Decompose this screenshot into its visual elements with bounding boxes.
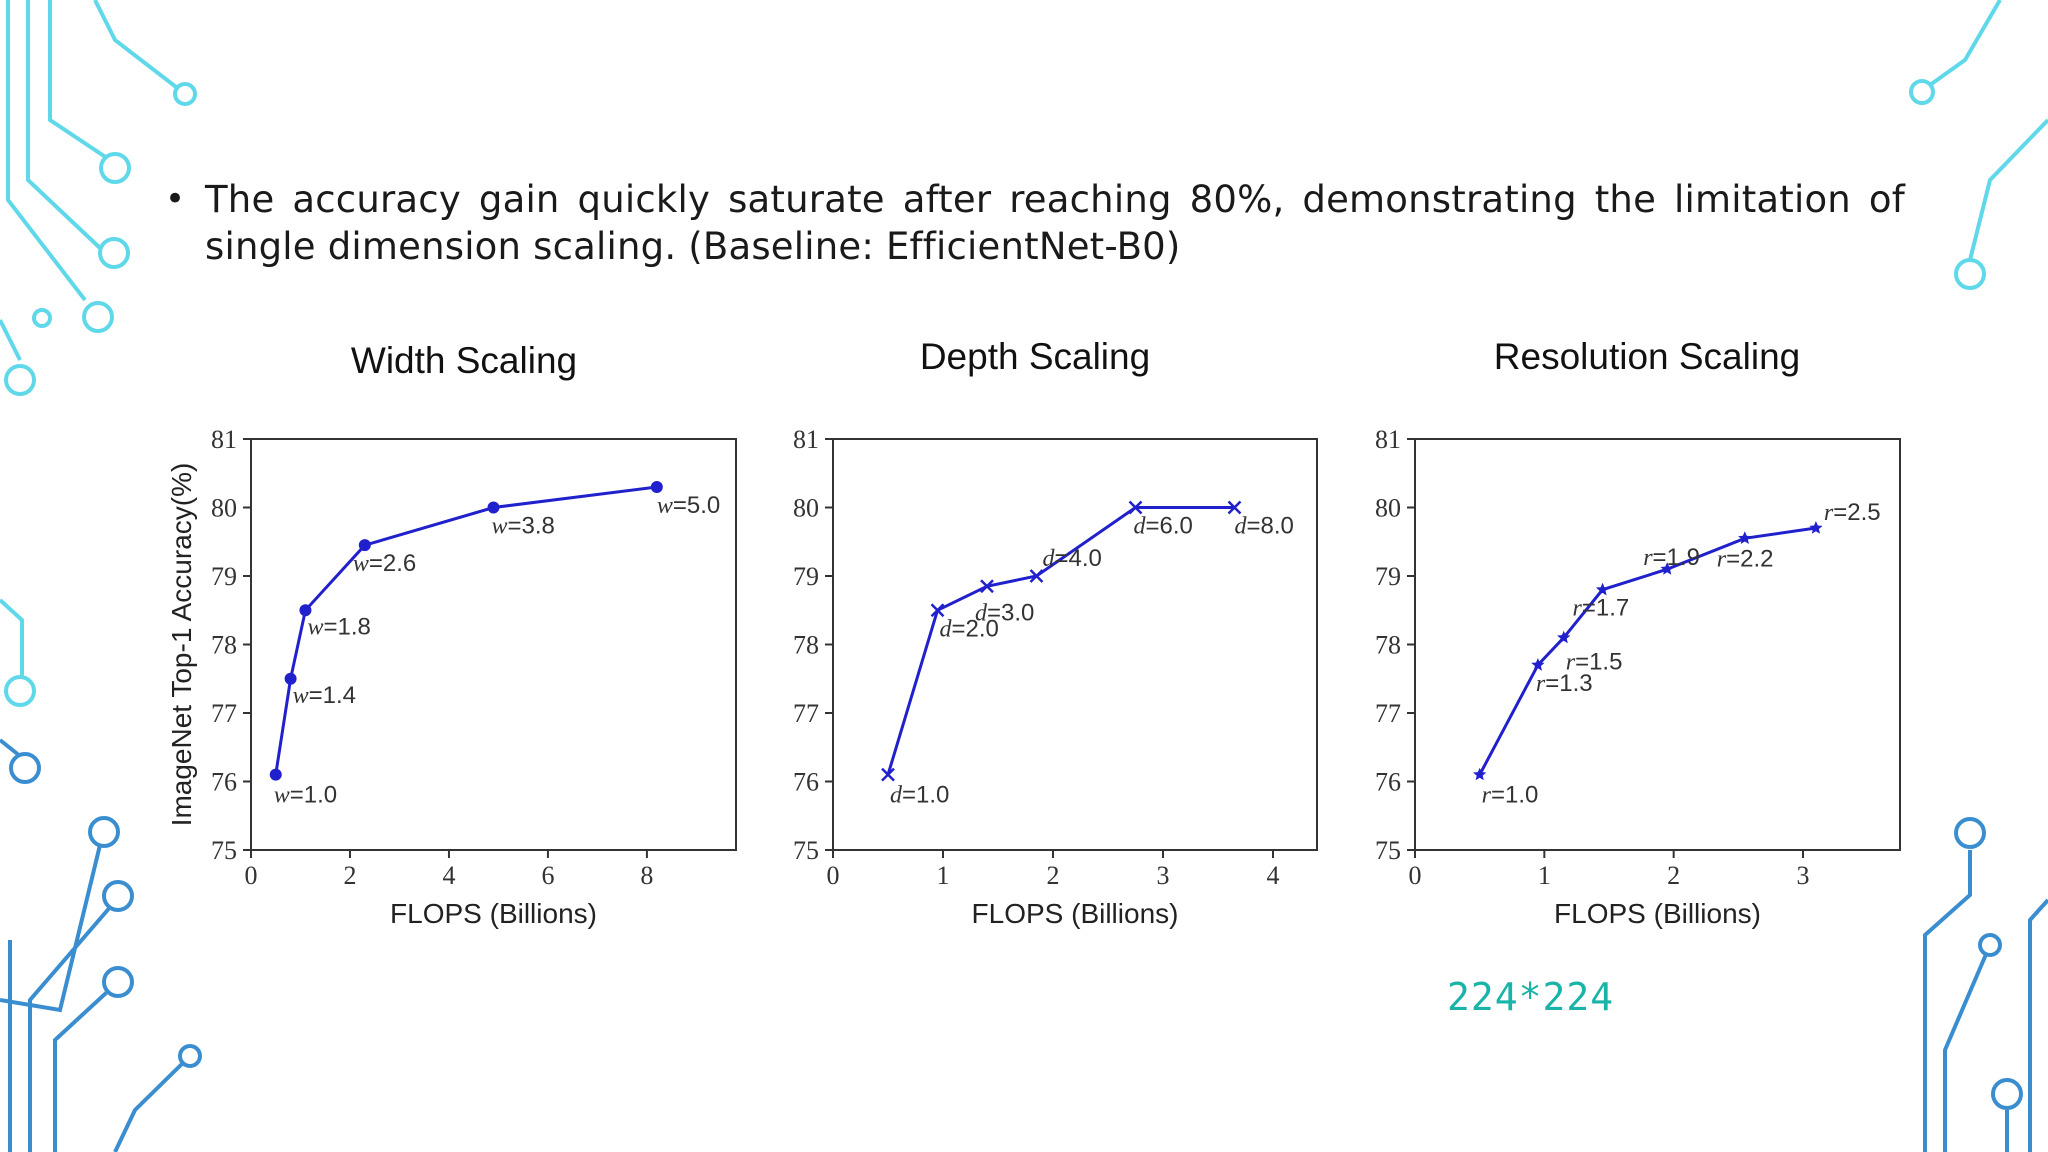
res-data-label: r=2.2 [1717, 545, 1774, 572]
depth-xtick-label: 2 [1047, 861, 1060, 890]
width-data-label: w=2.6 [353, 550, 416, 577]
resolution-chart-title: Resolution Scaling [1493, 336, 1801, 377]
res-data-label: r=1.5 [1566, 649, 1623, 676]
res-xtick-label: 1 [1538, 861, 1551, 890]
res-ytick-label: 80 [1375, 494, 1401, 523]
width-ytick-label: 80 [211, 494, 237, 523]
depth-data-label: d=8.0 [1235, 513, 1294, 540]
width-point [269, 768, 282, 781]
width-ytick-label: 78 [211, 631, 237, 660]
res-ytick-label: 77 [1375, 699, 1401, 728]
width-xtick-label: 2 [343, 861, 356, 890]
depth-ytick-label: 76 [793, 768, 819, 797]
depth-point [881, 767, 895, 782]
width-ytick-label: 79 [211, 562, 237, 591]
depth-plot-frame [832, 438, 1318, 851]
depth-ytick-label: 80 [793, 494, 819, 523]
depth-data-label: d=1.0 [890, 782, 949, 809]
depth-xtick-label: 4 [1267, 861, 1280, 890]
width-data-label: w=1.8 [307, 613, 370, 640]
res-ytick-label: 78 [1375, 631, 1401, 660]
depth-xtick-label: 3 [1157, 861, 1170, 890]
res-point [1595, 582, 1610, 596]
depth-x-axis-label: FLOPS (Billions) [972, 898, 1179, 929]
width-data-label: w=1.4 [293, 682, 356, 709]
width-point [358, 539, 371, 552]
res-point [1473, 767, 1487, 781]
width-xtick-label: 4 [442, 861, 455, 890]
res-data-label: r=1.3 [1536, 670, 1593, 697]
width-x-axis-label: FLOPS (Billions) [390, 898, 597, 929]
res-xtick-label: 2 [1667, 861, 1680, 890]
depth-point [1029, 569, 1044, 583]
depth-ytick-label: 81 [793, 425, 819, 454]
depth-data-label: d=2.0 [940, 615, 999, 642]
depth-series-line [886, 506, 1235, 776]
width-data-label: w=1.0 [274, 782, 337, 809]
depth-ytick-label: 77 [793, 699, 819, 728]
depth-xtick-label: 0 [827, 861, 840, 890]
width-data-label: w=5.0 [657, 492, 720, 519]
res-ytick-label: 75 [1375, 836, 1401, 865]
depth-point [930, 603, 945, 618]
res-plot-frame [1414, 438, 1901, 851]
depth-point [980, 579, 994, 594]
depth-data-label: d=3.0 [975, 599, 1034, 626]
res-ytick-label: 79 [1375, 562, 1401, 591]
bullet-text: The accuracy gain quickly saturate after… [165, 176, 1905, 270]
width-series-line [274, 485, 657, 775]
width-data-label: w=3.8 [492, 513, 555, 540]
res-point [1531, 658, 1545, 671]
res-xtick-label: 3 [1797, 861, 1810, 890]
width-ytick-label: 75 [211, 836, 237, 865]
width-xtick-label: 6 [541, 861, 554, 890]
res-data-label: r=1.9 [1643, 544, 1700, 571]
res-x-axis-label: FLOPS (Billions) [1554, 898, 1761, 929]
res-data-label: r=1.7 [1573, 595, 1630, 622]
width-xtick-label: 8 [640, 861, 653, 890]
width-point [650, 480, 663, 493]
resolution-note: 224*224 [1447, 975, 1615, 1019]
res-ytick-label: 81 [1375, 425, 1401, 454]
width-y-axis-label: ImageNet Top-1 Accuracy(%) [166, 463, 197, 827]
res-point [1738, 531, 1752, 544]
res-xtick-label: 0 [1409, 861, 1422, 890]
width-point [487, 501, 500, 514]
res-point [1660, 562, 1674, 575]
res-point [1557, 630, 1571, 644]
width-point [284, 672, 297, 685]
res-point [1809, 521, 1823, 534]
bullet-list: The accuracy gain quickly saturate after… [165, 176, 1905, 270]
res-data-label: r=1.0 [1482, 782, 1539, 809]
width-xtick-label: 0 [245, 861, 258, 890]
depth-ytick-label: 79 [793, 562, 819, 591]
res-ytick-label: 76 [1375, 768, 1401, 797]
width-ytick-label: 81 [211, 425, 237, 454]
depth-data-label: d=6.0 [1134, 513, 1193, 540]
depth-ytick-label: 75 [793, 836, 819, 865]
width-ytick-label: 77 [211, 699, 237, 728]
depth-chart-title: Depth Scaling [919, 336, 1151, 377]
depth-point [1128, 500, 1143, 515]
width-point [299, 604, 312, 617]
depth-ytick-label: 78 [793, 631, 819, 660]
depth-point [1227, 500, 1242, 515]
res-data-label: r=2.5 [1824, 499, 1881, 526]
width-chart-title: Width Scaling [350, 340, 578, 381]
depth-data-label: d=4.0 [1043, 545, 1102, 572]
width-ytick-label: 76 [211, 768, 237, 797]
depth-xtick-label: 1 [937, 861, 950, 890]
